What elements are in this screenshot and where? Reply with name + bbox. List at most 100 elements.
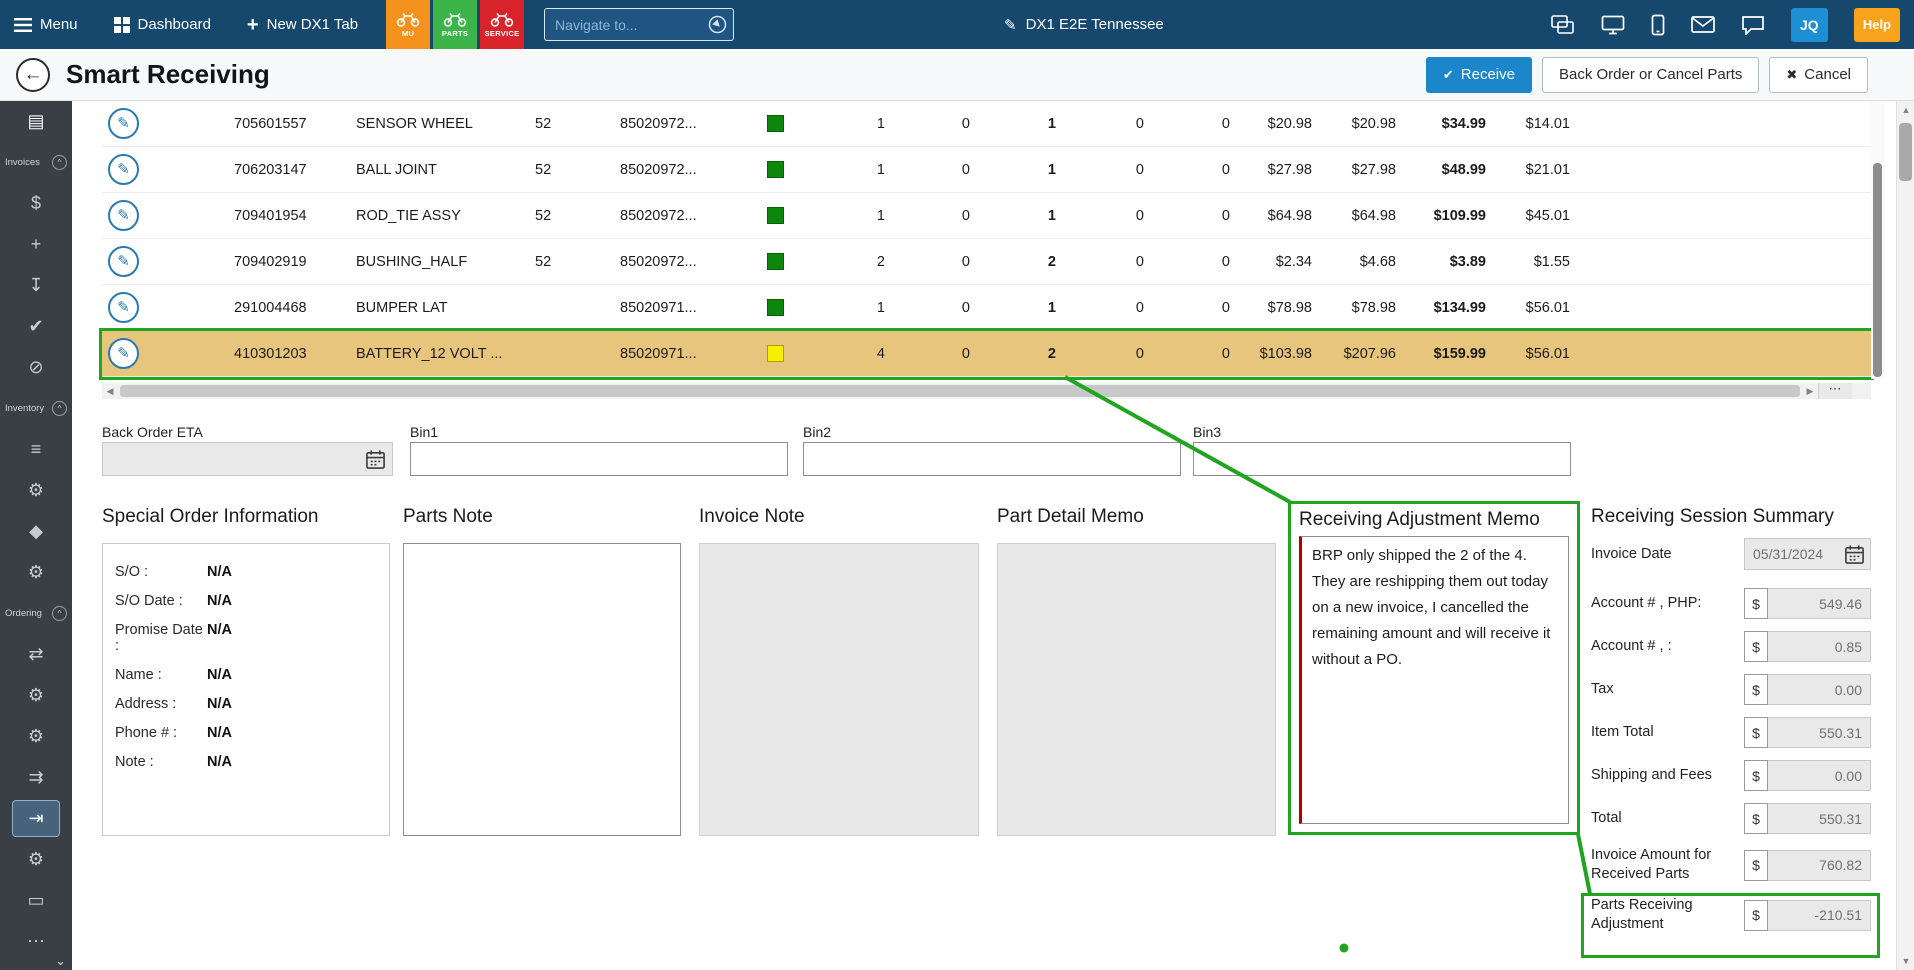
bin2-input[interactable]: [803, 442, 1181, 476]
msrp-cell: $48.99: [1441, 161, 1486, 178]
help-button[interactable]: Help: [1853, 7, 1900, 42]
ordering-send-icon[interactable]: ⇉: [28, 767, 44, 787]
smart-receiving-nav-item[interactable]: ⇥: [0, 798, 72, 839]
dashboard-button[interactable]: Dashboard: [114, 16, 211, 33]
description-cell: BATTERY_12 VOLT ...: [356, 345, 503, 362]
parts-note-textarea[interactable]: [403, 543, 681, 836]
currency-symbol: $: [1744, 899, 1768, 931]
ordering-vehicle-icon[interactable]: ▭: [27, 890, 45, 910]
special-order-panel: S/O : N/A S/O Date : N/A Promise Date : …: [102, 543, 390, 836]
back-order-eta-input: [102, 442, 393, 476]
special-order-label: Address :: [115, 696, 177, 712]
ordering-po-settings-icon[interactable]: ⚙: [27, 726, 45, 746]
inventory-settings-icon[interactable]: ⚙: [27, 480, 45, 500]
table-row[interactable]: ✎ 291004468 BUMPER LAT 85020971... 1 0 1…: [102, 285, 1871, 331]
tile-mu[interactable]: MU: [386, 0, 431, 49]
table-vertical-scrollbar[interactable]: [1871, 101, 1885, 379]
invoice-date-row: Invoice Date 05/31/2024: [1591, 538, 1871, 570]
scroll-up-arrow-icon[interactable]: ▲: [1901, 105, 1911, 115]
inventory-group-header[interactable]: Inventory ^: [0, 388, 72, 429]
chat-icon[interactable]: [1741, 15, 1765, 35]
invoice-receive-payment-icon[interactable]: ↧: [28, 275, 44, 295]
receiving-adjustment-memo-panel: Receiving Adjustment Memo BRP only shipp…: [1288, 501, 1580, 835]
receiving-settings-icon[interactable]: ⚙: [27, 849, 45, 869]
scroll-down-arrow-icon[interactable]: ▼: [1901, 956, 1911, 966]
inventory-list-icon[interactable]: ≡: [30, 439, 42, 459]
new-dx1-tab-button[interactable]: + New DX1 Tab: [247, 15, 358, 35]
table-row[interactable]: ✎ 709401954 ROD_TIE ASSY 52 85020972... …: [102, 193, 1871, 239]
more-columns-button[interactable]: ⋯: [1818, 382, 1852, 399]
scroll-right-arrow-icon[interactable]: ▶: [1806, 385, 1814, 396]
scroll-left-arrow-icon[interactable]: ◀: [106, 385, 114, 396]
summary-row-label: Total: [1591, 810, 1622, 826]
compass-icon[interactable]: [707, 14, 728, 35]
user-avatar[interactable]: JQ: [1790, 7, 1828, 42]
special-order-value: N/A: [207, 564, 232, 580]
edit-row-button[interactable]: ✎: [108, 108, 139, 139]
tile-service[interactable]: SERVICE: [480, 0, 525, 49]
edit-row-button[interactable]: ✎: [108, 200, 139, 231]
status-indicator: [767, 253, 784, 270]
ordering-more-icon[interactable]: ⋯: [27, 931, 45, 951]
ext-cost-cell: $64.98: [1351, 207, 1396, 224]
inventory-tag-icon[interactable]: ◆: [29, 521, 43, 541]
cost-cell: $2.34: [1275, 253, 1312, 270]
backordered-qty-cell: 0: [961, 161, 970, 178]
invoices-group-header[interactable]: Invoices ^: [0, 142, 72, 183]
monitor-icon[interactable]: [1601, 15, 1625, 35]
bin1-input[interactable]: [410, 442, 788, 476]
menu-button[interactable]: Menu: [14, 16, 78, 33]
ordering-transfer-icon[interactable]: ⇄: [28, 644, 44, 664]
edit-row-button[interactable]: ✎: [108, 292, 139, 323]
ordering-settings-icon[interactable]: ⚙: [27, 685, 45, 705]
summary-row: Tax $ 0.00: [1591, 674, 1871, 705]
cards-icon[interactable]: [1551, 15, 1575, 35]
tile-parts[interactable]: PARTS: [433, 0, 478, 49]
cancel-button[interactable]: ✖ Cancel: [1769, 56, 1868, 93]
edit-row-button[interactable]: ✎: [108, 154, 139, 185]
back-button[interactable]: ←: [16, 57, 50, 92]
summary-row: Parts Receiving Adjustment $ -210.51: [1591, 896, 1871, 934]
smart-receiving-icon: ⇥: [12, 800, 60, 837]
currency-symbol: $: [1744, 760, 1768, 791]
sidebar-scroll-down-icon[interactable]: ⌄: [55, 953, 66, 968]
invoice-dollar-icon[interactable]: $: [30, 193, 41, 213]
ordering-group-header[interactable]: Ordering ^: [0, 593, 72, 634]
horizontal-scrollbar-thumb[interactable]: [120, 385, 1800, 397]
edit-row-button[interactable]: ✎: [108, 246, 139, 277]
invoices-dashboard-icon[interactable]: ▤: [27, 111, 45, 131]
invoice-add-icon[interactable]: +: [30, 234, 42, 254]
inventory-tag-settings-icon[interactable]: ⚙: [27, 562, 45, 582]
invoice-void-icon[interactable]: ⊘: [28, 357, 44, 377]
table-row[interactable]: ✎ 410301203 BATTERY_12 VOLT ... 85020971…: [99, 328, 1874, 380]
phone-icon[interactable]: [1651, 14, 1665, 36]
table-row[interactable]: ✎ 706203147 BALL JOINT 52 85020972... 1 …: [102, 147, 1871, 193]
ext-cost-cell: $78.98: [1351, 299, 1396, 316]
edit-row-button[interactable]: ✎: [108, 338, 139, 369]
page-scrollbar-thumb[interactable]: [1899, 123, 1912, 181]
summary-row: Account # , : $ 0.85: [1591, 631, 1871, 662]
summary-row-value: -210.51: [1768, 899, 1871, 931]
dealership-selector[interactable]: ✎ DX1 E2E Tennessee: [1004, 16, 1164, 34]
back-order-or-cancel-parts-button[interactable]: Back Order or Cancel Parts: [1541, 56, 1760, 93]
navigate-input[interactable]: [544, 8, 735, 41]
invoice-approve-icon[interactable]: ✔: [28, 316, 44, 336]
mail-icon[interactable]: [1691, 16, 1715, 33]
receive-button[interactable]: ✔ Receive: [1425, 56, 1532, 93]
calendar-icon: [365, 449, 386, 470]
receiving-adjustment-memo-textarea[interactable]: BRP only shipped the 2 of the 4. They ar…: [1299, 536, 1569, 824]
ext-cost-cell: $4.68: [1359, 253, 1396, 270]
back-order-label: Back Order or Cancel Parts: [1558, 66, 1743, 83]
table-row[interactable]: ✎ 705601557 SENSOR WHEEL 52 85020972... …: [102, 101, 1871, 147]
part-number-cell: 709402919: [234, 253, 307, 270]
bin3-input[interactable]: [1193, 442, 1571, 476]
table-horizontal-scrollbar[interactable]: ◀ ▶ ⋯: [102, 382, 1871, 399]
table-row[interactable]: ✎ 709402919 BUSHING_HALF 52 85020972... …: [102, 239, 1871, 285]
page-vertical-scrollbar[interactable]: ▲ ▼: [1896, 101, 1914, 970]
cancelled-qty-cell: 0: [1135, 253, 1144, 270]
part-number-cell: 705601557: [234, 115, 307, 132]
summary-row-value: 550.31: [1768, 717, 1871, 748]
table-scrollbar-thumb[interactable]: [1873, 163, 1882, 377]
backordered-qty-cell: 0: [961, 345, 970, 362]
